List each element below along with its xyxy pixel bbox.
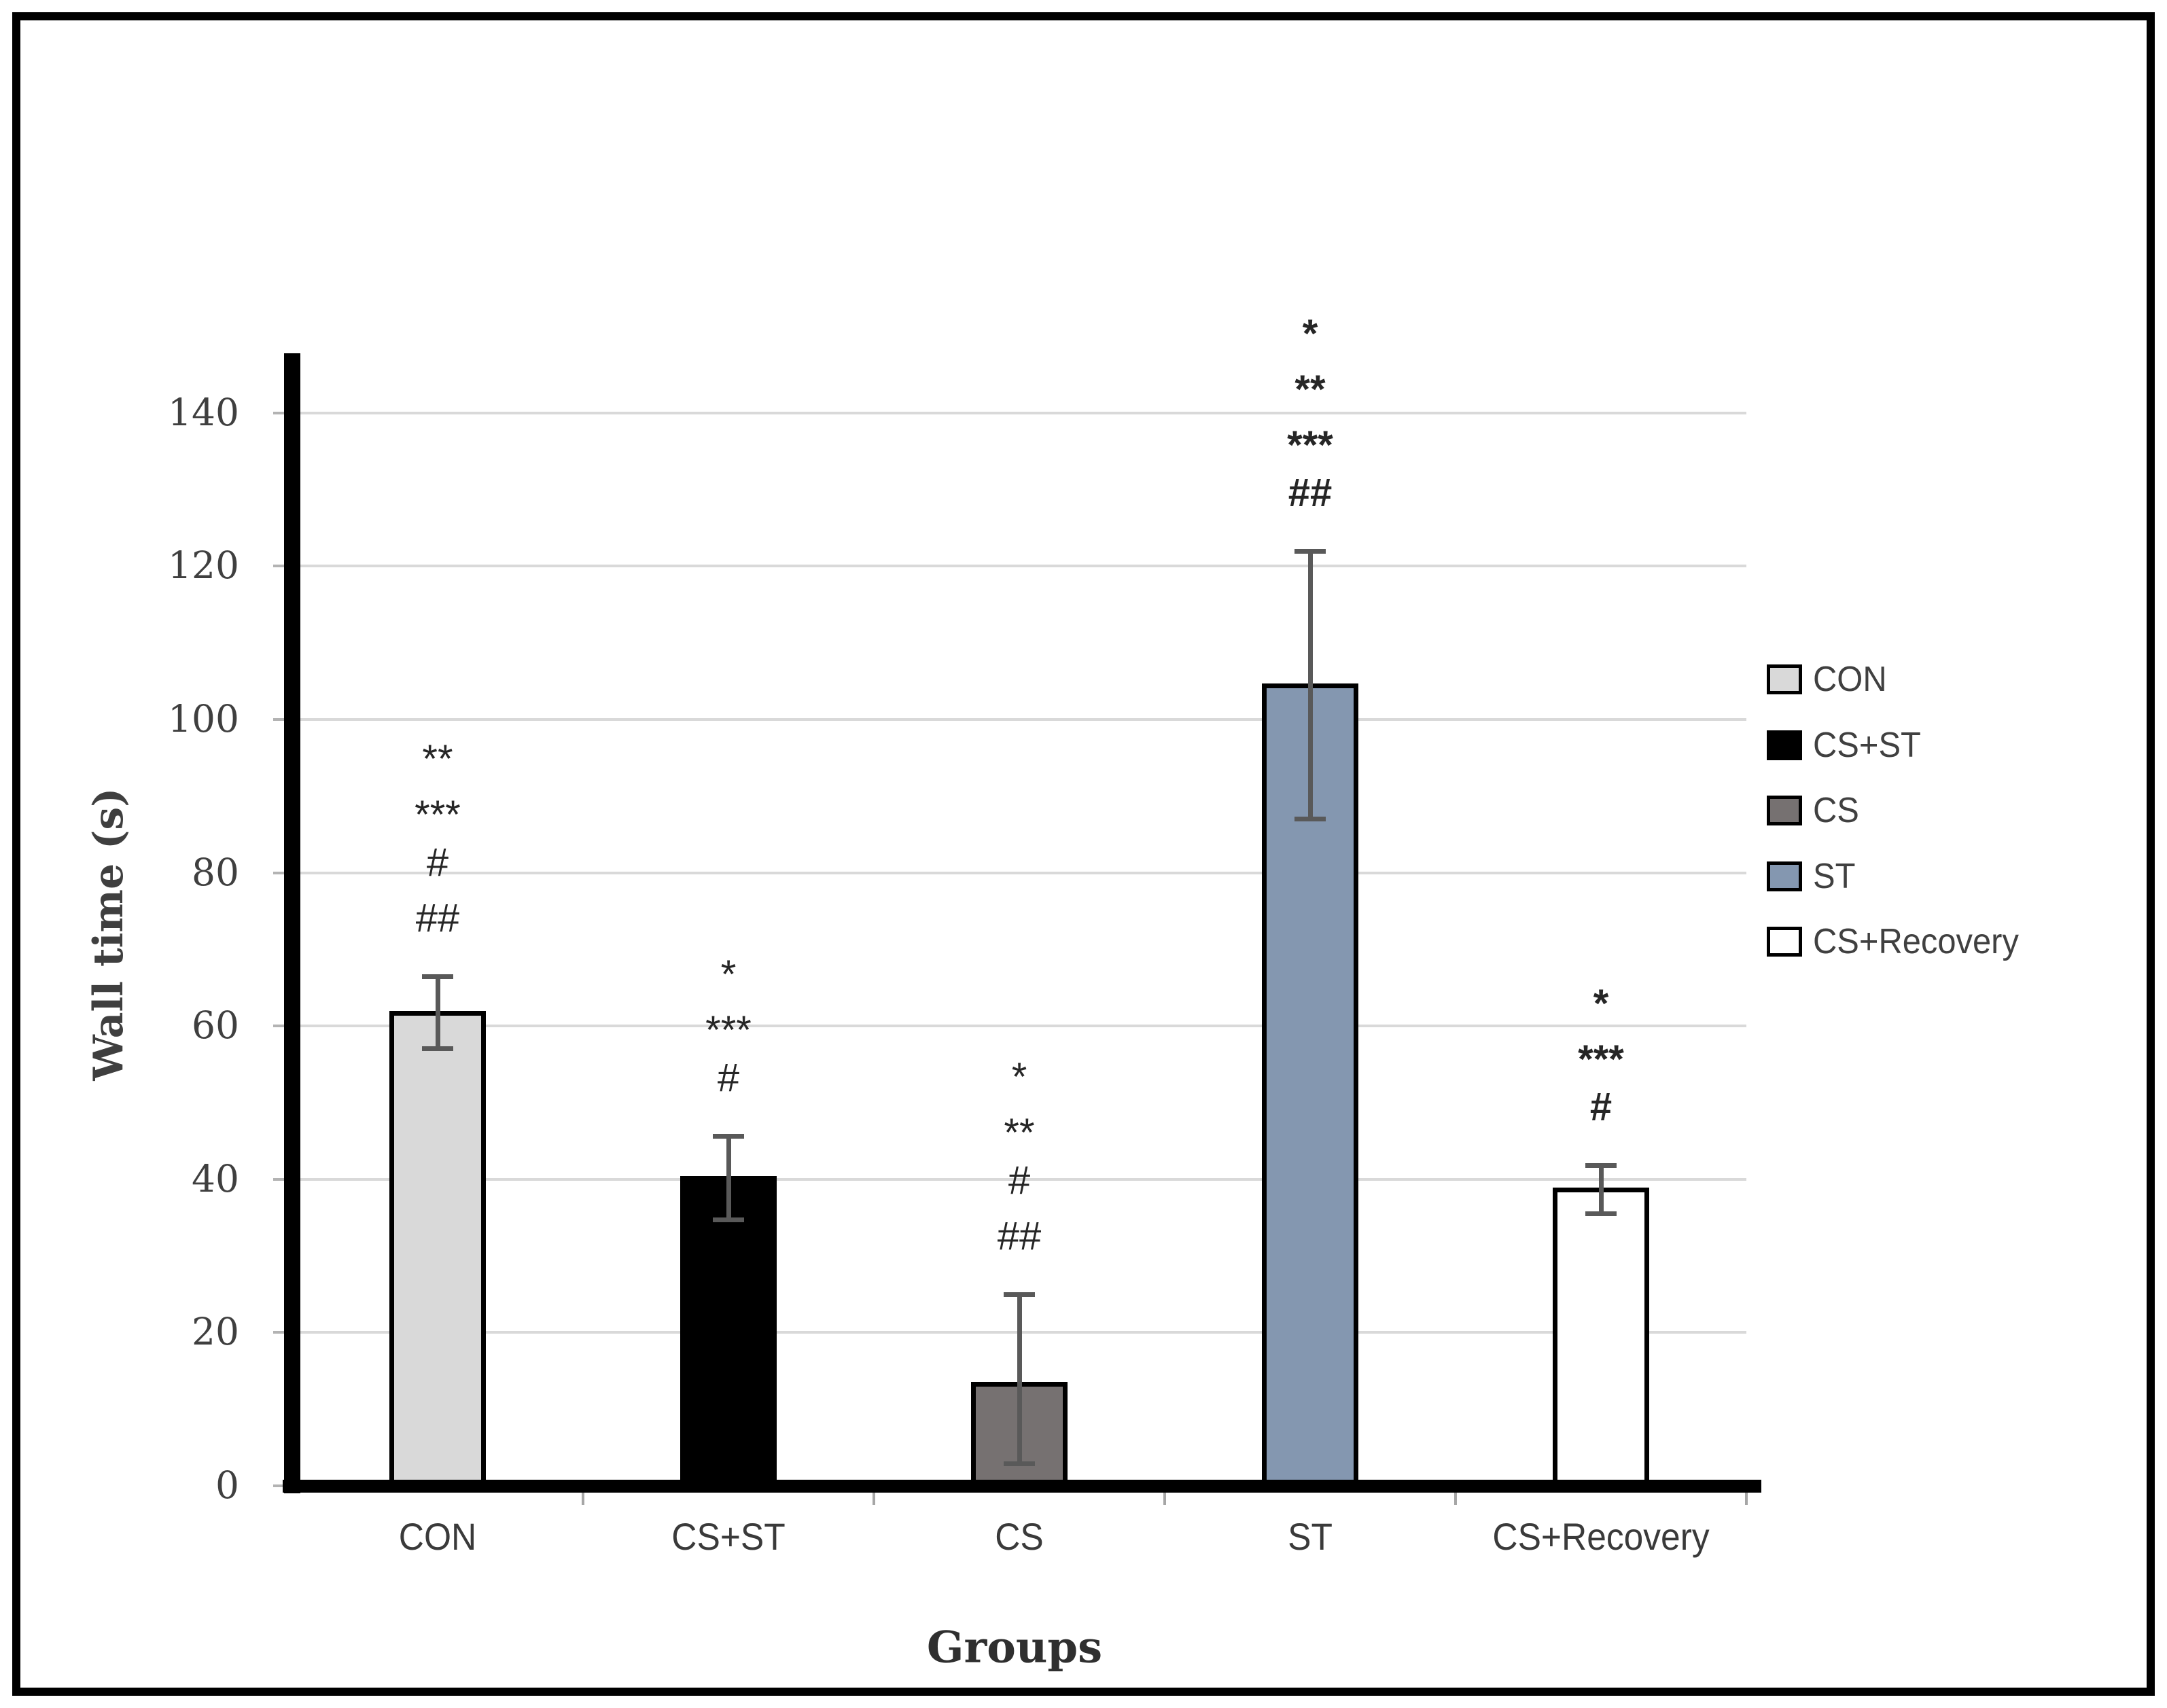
significance-mark-cs: * bbox=[1011, 1055, 1027, 1099]
legend-item-cs-st: CS+ST bbox=[1767, 725, 1928, 766]
error-bar-cap-top-st bbox=[1294, 548, 1326, 554]
x-tick-mark bbox=[1454, 1493, 1457, 1505]
legend-swatch-cs bbox=[1767, 796, 1802, 825]
gridline bbox=[292, 411, 1746, 414]
error-bar-cap-top-con bbox=[422, 974, 453, 979]
x-axis-line bbox=[283, 1480, 1761, 1493]
y-tick-mark bbox=[273, 871, 284, 874]
x-tick-mark bbox=[873, 1493, 875, 1505]
legend-swatch-cs-st bbox=[1767, 730, 1802, 760]
significance-mark-cs-recovery: # bbox=[1589, 1085, 1613, 1130]
y-tick-mark bbox=[273, 411, 284, 414]
y-axis-line bbox=[284, 353, 300, 1493]
significance-mark-cs: ** bbox=[1004, 1111, 1035, 1155]
significance-mark-cs-recovery: *** bbox=[1578, 1037, 1624, 1082]
significance-mark-con: # bbox=[426, 840, 449, 885]
gridline bbox=[292, 1177, 1746, 1181]
y-tick-label: 140 bbox=[168, 390, 239, 434]
error-bar-stem-cs-st bbox=[726, 1135, 731, 1220]
y-tick-label: 40 bbox=[192, 1156, 239, 1200]
legend-item-cs: CS bbox=[1767, 790, 1862, 831]
bar-cs-recovery bbox=[1553, 1188, 1649, 1492]
y-tick-label: 100 bbox=[168, 697, 239, 741]
significance-mark-con: *** bbox=[415, 792, 461, 837]
error-bar-cap-top-cs-st bbox=[713, 1133, 744, 1139]
bar-con bbox=[389, 1010, 486, 1492]
significance-mark-st: ** bbox=[1294, 367, 1326, 412]
x-axis-title: Groups bbox=[926, 1622, 1103, 1673]
significance-mark-cs-st: # bbox=[717, 1055, 740, 1100]
y-tick-mark bbox=[273, 1484, 284, 1487]
error-bar-cap-top-cs-recovery bbox=[1585, 1163, 1617, 1169]
significance-mark-cs-st: * bbox=[720, 952, 737, 997]
significance-mark-con: ** bbox=[422, 736, 453, 781]
y-tick-mark bbox=[273, 1331, 284, 1334]
significance-mark-st: ## bbox=[1288, 470, 1333, 515]
x-tick-label-st: ST bbox=[1288, 1515, 1333, 1558]
gridline bbox=[292, 1025, 1746, 1028]
error-bar-stem-cs-recovery bbox=[1598, 1165, 1604, 1214]
significance-mark-cs-recovery: * bbox=[1593, 982, 1609, 1027]
figure-border-frame bbox=[12, 12, 2155, 1696]
y-tick-label: 0 bbox=[215, 1463, 239, 1507]
legend-swatch-st bbox=[1767, 861, 1802, 891]
error-bar-cap-bottom-con bbox=[422, 1046, 453, 1052]
error-bar-cap-bottom-cs-recovery bbox=[1585, 1211, 1617, 1216]
significance-mark-st: *** bbox=[1287, 423, 1333, 467]
legend-label-con: CON bbox=[1813, 660, 1887, 699]
legend-label-cs-st: CS+ST bbox=[1813, 725, 1921, 765]
error-bar-cap-top-cs bbox=[1004, 1292, 1035, 1297]
y-axis-title: Wall time (s) bbox=[85, 787, 133, 1081]
y-tick-mark bbox=[273, 718, 284, 721]
y-tick-label: 20 bbox=[192, 1310, 239, 1354]
legend-label-st: ST bbox=[1813, 856, 1856, 896]
x-tick-label-cs-recovery: CS+Recovery bbox=[1492, 1515, 1710, 1558]
error-bar-stem-con bbox=[435, 976, 440, 1050]
x-tick-label-cs-st: CS+ST bbox=[671, 1515, 786, 1558]
error-bar-stem-st bbox=[1307, 550, 1313, 819]
significance-mark-cs: # bbox=[1008, 1158, 1031, 1203]
significance-mark-cs-st: *** bbox=[705, 1008, 752, 1052]
error-bar-cap-bottom-cs bbox=[1004, 1461, 1035, 1467]
error-bar-stem-cs bbox=[1017, 1294, 1022, 1465]
bar-cs-st bbox=[680, 1176, 777, 1492]
y-tick-label: 120 bbox=[168, 544, 239, 588]
legend-swatch-cs-recovery bbox=[1767, 927, 1802, 957]
gridline bbox=[292, 718, 1746, 721]
x-tick-label-con: CON bbox=[398, 1515, 477, 1558]
y-tick-label: 60 bbox=[192, 1003, 239, 1048]
y-tick-mark bbox=[273, 565, 284, 568]
legend-item-cs-recovery: CS+Recovery bbox=[1767, 921, 2032, 962]
legend-swatch-con bbox=[1767, 664, 1802, 694]
error-bar-cap-bottom-st bbox=[1294, 816, 1326, 821]
x-tick-mark bbox=[1745, 1493, 1748, 1505]
significance-mark-cs: ## bbox=[997, 1214, 1042, 1258]
significance-mark-st: * bbox=[1302, 311, 1318, 356]
error-bar-cap-bottom-cs-st bbox=[713, 1217, 744, 1222]
x-tick-label-cs: CS bbox=[995, 1515, 1044, 1558]
legend-item-con: CON bbox=[1767, 659, 1892, 700]
significance-mark-con: ## bbox=[415, 895, 460, 940]
gridline bbox=[292, 565, 1746, 568]
x-tick-mark bbox=[1163, 1493, 1166, 1505]
y-tick-mark bbox=[273, 1025, 284, 1028]
x-tick-mark bbox=[582, 1493, 584, 1505]
legend-item-st: ST bbox=[1767, 856, 1858, 897]
legend-label-cs-recovery: CS+Recovery bbox=[1813, 922, 2019, 961]
gridline bbox=[292, 871, 1746, 874]
y-tick-label: 80 bbox=[192, 850, 239, 894]
legend-label-cs: CS bbox=[1813, 791, 1859, 830]
y-tick-mark bbox=[273, 1177, 284, 1181]
